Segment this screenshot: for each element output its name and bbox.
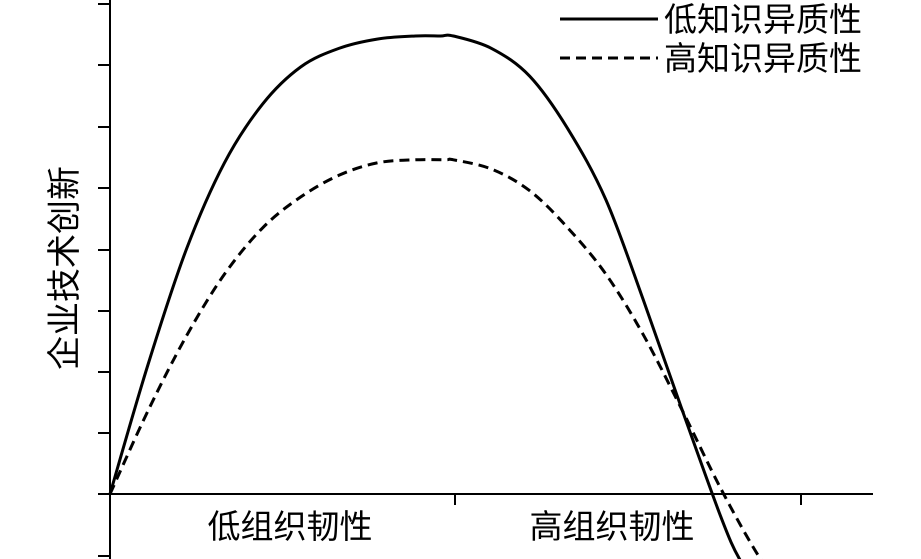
series-line-high-heterogeneity — [108, 157, 763, 559]
legend-label-high-heterogeneity: 高知识异质性 — [664, 39, 862, 78]
x-tick-label-high: 高组织韧性 — [530, 507, 695, 546]
y-axis-label: 企业技术创新 — [45, 166, 85, 370]
x-ticks — [454, 494, 802, 505]
y-ticks — [98, 3, 110, 557]
axes — [109, 0, 873, 559]
x-tick-label-low: 低组织韧性 — [208, 507, 373, 546]
legend: 低知识异质性 高知识异质性 — [560, 0, 862, 78]
series-layer — [108, 33, 763, 559]
series-line-low-heterogeneity — [108, 33, 742, 559]
legend-label-low-heterogeneity: 低知识异质性 — [664, 0, 862, 39]
